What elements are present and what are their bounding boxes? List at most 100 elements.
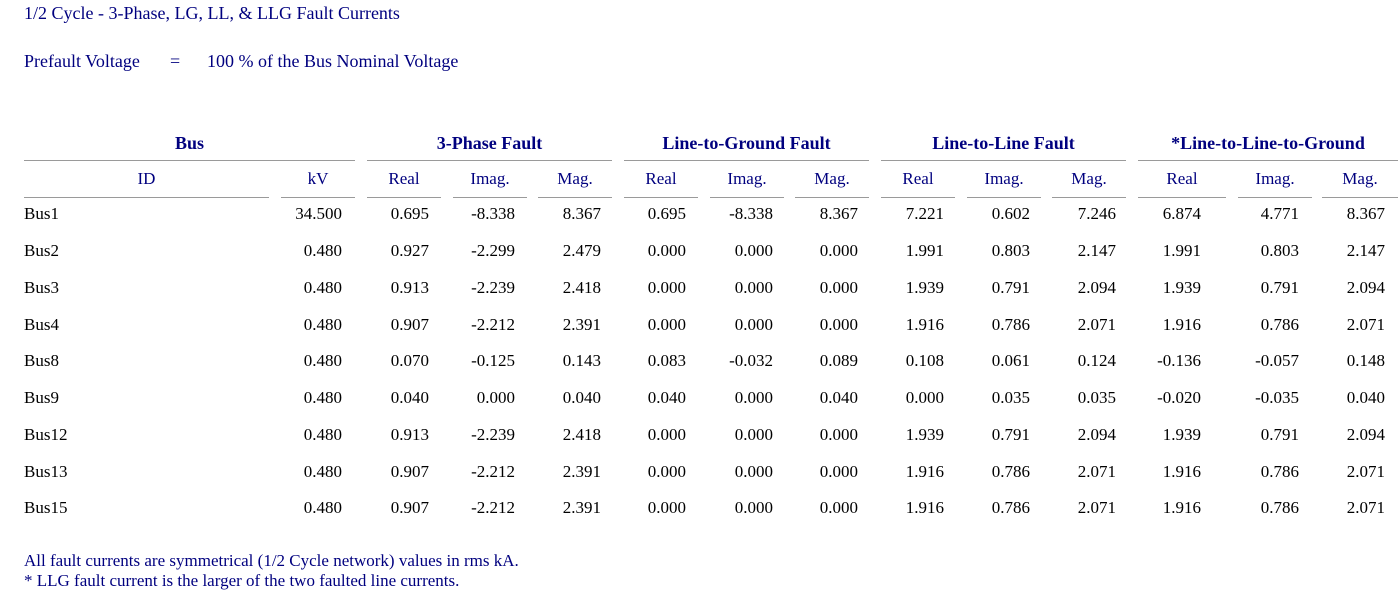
- cell-lg-imag: 0.000: [734, 425, 773, 444]
- col-header-ll-mag: Mag.: [1071, 169, 1107, 188]
- cell-ll-mag: 2.071: [1077, 498, 1116, 517]
- cell-kv: 0.480: [303, 462, 342, 481]
- cell-3ph-imag: -2.239: [471, 425, 515, 444]
- cell-lg-real: 0.040: [647, 388, 686, 407]
- footnote-llg: * LLG fault current is the larger of the…: [24, 571, 460, 590]
- cell-3ph-real: 0.070: [390, 351, 429, 370]
- group-rule-three-phase: [367, 160, 612, 161]
- cell-llg-mag: 8.367: [1346, 204, 1385, 223]
- cell-ll-imag: 0.786: [991, 315, 1030, 334]
- cell-lg-imag: -8.338: [729, 204, 773, 223]
- col-rule-ll-real: [881, 197, 955, 198]
- col-rule-llg-mag: [1322, 197, 1398, 198]
- cell-llg-mag: 2.071: [1346, 462, 1385, 481]
- cell-lg-mag: 0.040: [819, 388, 858, 407]
- cell-llg-real: 6.874: [1162, 204, 1201, 223]
- cell-3ph-mag: 2.391: [562, 498, 601, 517]
- col-header-3ph-mag: Mag.: [557, 169, 593, 188]
- col-rule-ll-mag: [1052, 197, 1126, 198]
- col-rule-llg-imag: [1238, 197, 1312, 198]
- prefault-label: Prefault Voltage: [24, 51, 140, 71]
- cell-ll-mag: 2.147: [1077, 241, 1116, 260]
- cell-llg-imag: -0.035: [1255, 388, 1299, 407]
- cell-lg-imag: -0.032: [729, 351, 773, 370]
- group-header-three-phase: 3-Phase Fault: [436, 133, 543, 153]
- group-header-bus: Bus: [174, 133, 205, 153]
- cell-llg-imag: 0.791: [1260, 425, 1299, 444]
- cell-ll-imag: 0.786: [991, 498, 1030, 517]
- cell-lg-imag: 0.000: [734, 278, 773, 297]
- cell-lg-real: 0.695: [647, 204, 686, 223]
- cell-ll-imag: 0.791: [991, 278, 1030, 297]
- cell-llg-imag: 0.791: [1260, 278, 1299, 297]
- cell-llg-real: -0.136: [1157, 351, 1201, 370]
- cell-3ph-mag: 0.143: [562, 351, 601, 370]
- cell-lg-real: 0.000: [647, 315, 686, 334]
- cell-ll-mag: 0.124: [1077, 351, 1116, 370]
- cell-id: Bus12: [24, 425, 68, 444]
- group-rule-lg: [624, 160, 869, 161]
- cell-id: Bus13: [24, 462, 68, 481]
- cell-id: Bus1: [24, 204, 59, 223]
- col-header-lg-mag: Mag.: [814, 169, 850, 188]
- cell-ll-imag: 0.803: [991, 241, 1030, 260]
- group-rule-ll: [881, 160, 1126, 161]
- cell-ll-real: 1.939: [905, 425, 944, 444]
- col-rule-lg-mag: [795, 197, 869, 198]
- cell-llg-imag: 0.803: [1260, 241, 1299, 260]
- cell-ll-real: 1.939: [905, 278, 944, 297]
- cell-lg-mag: 0.000: [819, 462, 858, 481]
- col-rule-kv: [281, 197, 355, 198]
- cell-llg-mag: 2.147: [1346, 241, 1385, 260]
- prefault-value: 100 % of the Bus Nominal Voltage: [207, 51, 459, 71]
- cell-llg-real: 1.991: [1162, 241, 1201, 260]
- cell-3ph-imag: -2.212: [471, 462, 515, 481]
- cell-llg-mag: 0.040: [1346, 388, 1385, 407]
- cell-kv: 0.480: [303, 425, 342, 444]
- cell-id: Bus2: [24, 241, 59, 260]
- cell-3ph-imag: -0.125: [471, 351, 515, 370]
- cell-llg-imag: 0.786: [1260, 315, 1299, 334]
- cell-lg-imag: 0.000: [734, 498, 773, 517]
- cell-ll-mag: 2.094: [1077, 425, 1116, 444]
- cell-ll-imag: 0.791: [991, 425, 1030, 444]
- group-header-llg: *Line-to-Line-to-Ground: [1171, 133, 1365, 153]
- cell-ll-mag: 2.094: [1077, 278, 1116, 297]
- cell-ll-real: 0.000: [905, 388, 944, 407]
- cell-3ph-real: 0.695: [390, 204, 429, 223]
- cell-3ph-real: 0.907: [390, 498, 429, 517]
- cell-ll-real: 1.916: [905, 462, 944, 481]
- cell-lg-real: 0.000: [647, 278, 686, 297]
- cell-kv: 0.480: [303, 315, 342, 334]
- col-header-llg-imag: Imag.: [1255, 169, 1295, 188]
- cell-3ph-mag: 8.367: [562, 204, 601, 223]
- col-rule-3ph-imag: [453, 197, 527, 198]
- prefault-equals: =: [170, 51, 181, 71]
- cell-id: Bus15: [24, 498, 68, 517]
- col-rule-id: [24, 197, 269, 198]
- cell-ll-mag: 2.071: [1077, 462, 1116, 481]
- cell-3ph-mag: 2.391: [562, 462, 601, 481]
- cell-3ph-mag: 2.418: [562, 425, 601, 444]
- cell-ll-real: 1.916: [905, 498, 944, 517]
- cell-lg-mag: 0.000: [819, 315, 858, 334]
- col-header-ll-real: Real: [902, 169, 934, 188]
- cell-lg-imag: 0.000: [734, 241, 773, 260]
- cell-lg-mag: 0.000: [819, 498, 858, 517]
- cell-llg-real: 1.916: [1162, 315, 1201, 334]
- col-rule-llg-real: [1138, 197, 1226, 198]
- cell-ll-real: 1.991: [905, 241, 944, 260]
- col-header-lg-imag: Imag.: [727, 169, 767, 188]
- cell-kv: 0.480: [303, 278, 342, 297]
- cell-kv: 0.480: [303, 498, 342, 517]
- col-header-llg-mag: Mag.: [1342, 169, 1378, 188]
- cell-llg-mag: 0.148: [1346, 351, 1385, 370]
- cell-llg-mag: 2.094: [1346, 278, 1385, 297]
- footnote-units: All fault currents are symmetrical (1/2 …: [24, 551, 519, 570]
- cell-lg-real: 0.000: [647, 241, 686, 260]
- cell-llg-mag: 2.094: [1346, 425, 1385, 444]
- cell-llg-real: 1.939: [1162, 425, 1201, 444]
- cell-kv: 34.500: [295, 204, 342, 223]
- cell-lg-imag: 0.000: [734, 462, 773, 481]
- cell-lg-real: 0.083: [647, 351, 686, 370]
